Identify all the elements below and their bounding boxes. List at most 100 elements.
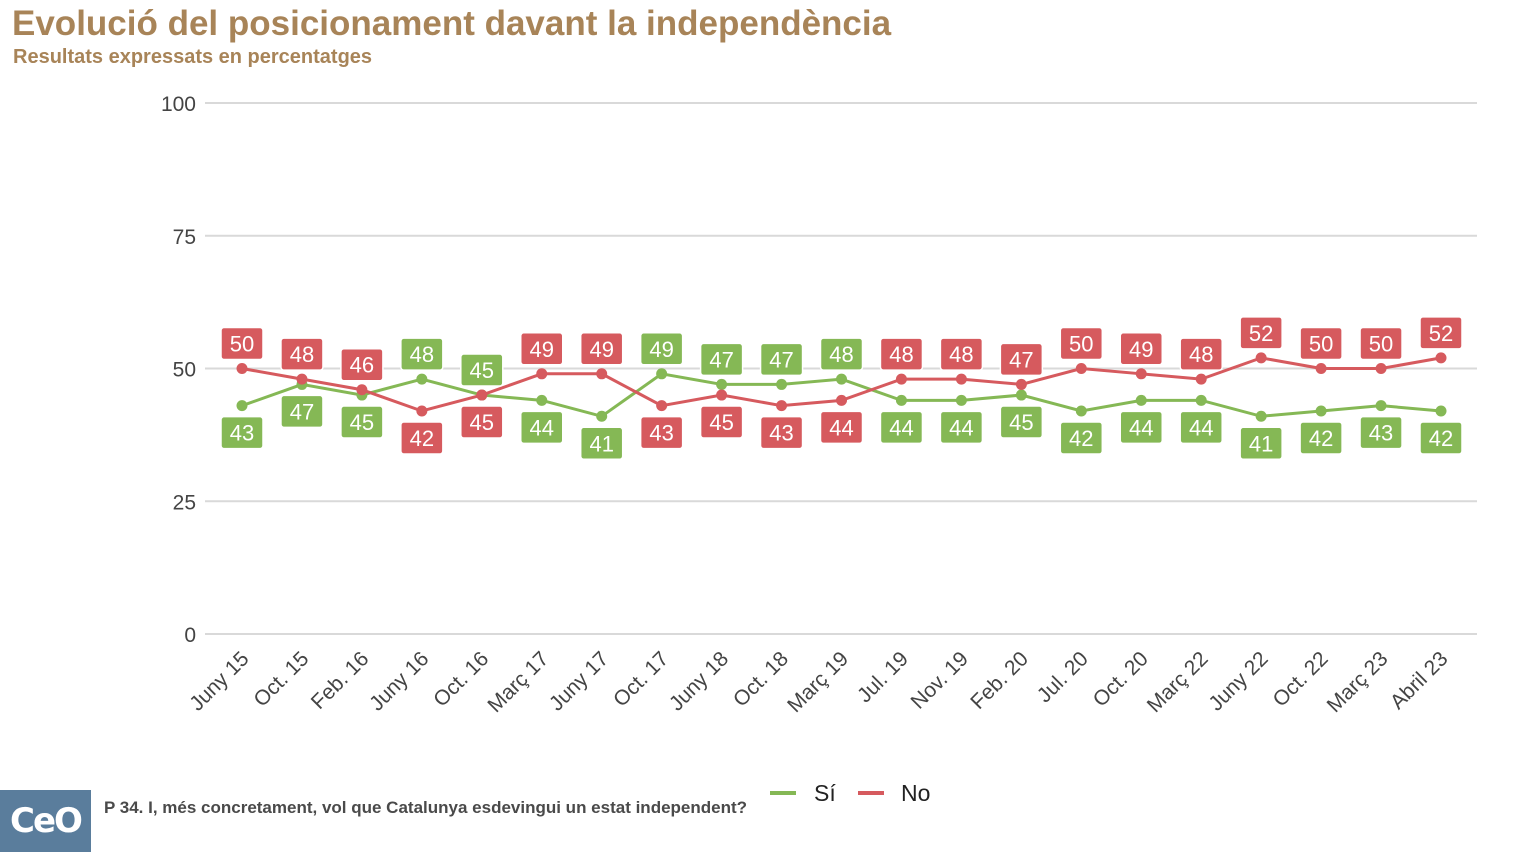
data-label: 47 <box>280 394 324 429</box>
data-label: 45 <box>340 405 384 439</box>
data-label: 52 <box>1239 316 1283 350</box>
data-point <box>1255 410 1267 422</box>
data-point <box>536 394 548 406</box>
data-point <box>416 373 428 385</box>
data-point <box>236 363 248 374</box>
data-label-text: 44 <box>1129 415 1153 440</box>
data-label: 45 <box>999 405 1044 439</box>
data-label-box <box>879 410 924 445</box>
data-point <box>596 368 608 380</box>
x-tick-label: Juny 22 <box>1204 647 1272 715</box>
data-point <box>776 378 788 390</box>
data-label: 48 <box>400 337 444 371</box>
chart-title: Evolució del posicionament davant la ind… <box>12 4 892 43</box>
data-label-box <box>220 415 264 450</box>
data-label-text: 48 <box>949 342 973 367</box>
data-point <box>776 400 788 412</box>
data-label: 44 <box>819 410 864 445</box>
data-label-text: 47 <box>1009 347 1033 372</box>
data-label-box <box>1119 410 1163 445</box>
data-label: 48 <box>280 337 324 371</box>
data-label-text: 43 <box>769 421 793 446</box>
x-tick-label: Abril 23 <box>1386 647 1453 714</box>
data-point <box>1015 378 1027 390</box>
x-tick-label: Juny 16 <box>365 647 433 715</box>
data-label: 46 <box>340 347 384 382</box>
data-point <box>1195 394 1207 406</box>
data-label-text: 49 <box>649 337 673 362</box>
data-point <box>356 384 368 396</box>
data-label: 47 <box>759 342 804 377</box>
data-label-box <box>1419 316 1463 350</box>
data-label-text: 48 <box>290 342 314 367</box>
data-label-box <box>340 347 384 382</box>
data-label-box <box>939 337 984 371</box>
x-tick-label: Jul. 20 <box>1033 647 1093 707</box>
data-label-text: 46 <box>350 353 374 378</box>
data-label-box <box>460 405 504 439</box>
data-point <box>416 405 428 417</box>
data-label-box <box>220 326 264 361</box>
data-label-box <box>1239 426 1283 461</box>
data-label-box <box>1419 421 1463 455</box>
data-point <box>1015 389 1027 401</box>
data-point <box>955 394 967 406</box>
data-label-text: 42 <box>410 426 434 451</box>
data-label-box <box>520 410 564 445</box>
ceo-logo: CeO <box>0 790 91 852</box>
data-label-box <box>999 405 1044 439</box>
data-label-text: 41 <box>1249 431 1273 456</box>
data-label-box <box>1059 421 1104 455</box>
data-point <box>596 410 608 422</box>
data-label-box <box>1179 337 1223 371</box>
data-label: 42 <box>1299 421 1343 455</box>
data-label: 50 <box>1059 326 1104 361</box>
legend-label-no: No <box>901 780 930 806</box>
x-tick-label: Març 19 <box>783 647 853 717</box>
data-point <box>1255 352 1267 364</box>
data-label: 49 <box>579 332 624 366</box>
data-label-box <box>1059 326 1104 361</box>
data-label: 42 <box>400 421 444 455</box>
data-label: 44 <box>1119 410 1163 445</box>
data-label: 49 <box>639 332 684 366</box>
data-label-text: 41 <box>589 431 613 456</box>
data-label-box <box>1239 316 1283 350</box>
data-label: 50 <box>1359 326 1403 361</box>
data-label: 43 <box>220 415 264 450</box>
data-label-text: 47 <box>769 347 793 372</box>
data-label-box <box>1119 332 1163 366</box>
data-label-text: 50 <box>1069 332 1093 357</box>
data-label-box <box>759 342 804 377</box>
data-label-text: 44 <box>829 415 853 440</box>
data-label: 48 <box>1179 337 1223 371</box>
data-label-box <box>340 405 384 439</box>
data-label-text: 52 <box>1249 321 1273 346</box>
data-label-text: 43 <box>1369 421 1393 446</box>
data-point <box>836 394 847 406</box>
data-label: 43 <box>759 415 804 450</box>
data-label-text: 45 <box>350 410 374 435</box>
data-point <box>1435 352 1447 364</box>
data-point <box>895 373 907 385</box>
data-label-box <box>1299 326 1343 361</box>
data-label-box <box>879 337 924 371</box>
data-point <box>1435 405 1447 417</box>
data-label: 41 <box>579 426 624 461</box>
data-label-text: 45 <box>470 358 494 383</box>
data-label-text: 44 <box>1189 415 1213 440</box>
data-label-text: 42 <box>1069 426 1093 451</box>
data-label-box <box>280 337 324 371</box>
data-label-box <box>939 410 984 445</box>
y-tick-label: 50 <box>173 359 196 382</box>
data-label-box <box>759 415 804 450</box>
x-tick-label: Març 22 <box>1143 647 1213 717</box>
data-label: 44 <box>1179 410 1223 445</box>
data-point <box>1375 400 1387 412</box>
data-point <box>1075 405 1087 417</box>
y-tick-label: 0 <box>184 624 196 647</box>
data-label-box <box>639 332 684 366</box>
data-label: 45 <box>460 405 504 439</box>
data-label: 48 <box>819 337 864 371</box>
